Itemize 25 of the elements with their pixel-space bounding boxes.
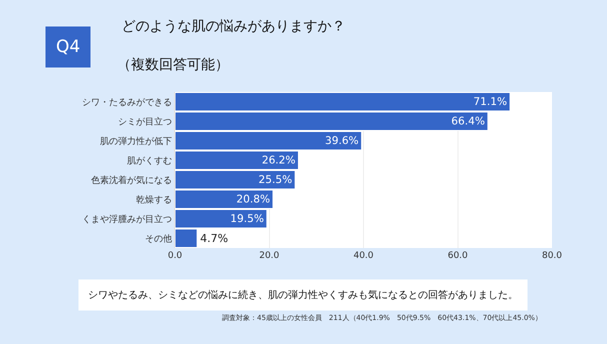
x-tick-label: 0.0 — [168, 251, 182, 261]
data-label: 20.8% — [236, 194, 270, 206]
x-tick-label: 80.0 — [542, 251, 562, 261]
chart-subtitle: （複数回答可能） — [117, 57, 229, 73]
y-tick-label: シミが目立つ — [118, 116, 172, 128]
y-tick-label: 肌の弾力性が低下 — [100, 136, 172, 147]
y-tick-label: 色素沈着が気になる — [91, 174, 172, 186]
data-label: 66.4% — [451, 116, 485, 128]
y-tick-label: 乾燥する — [136, 194, 172, 206]
chart-title: どのような肌の悩みがありますか？ — [121, 18, 346, 35]
text: Q4 — [56, 37, 80, 57]
data-label: 4.7% — [200, 232, 228, 245]
y-tick-label: シワ・たるみができる — [82, 98, 172, 108]
y-tick-label: その他 — [145, 233, 172, 244]
x-tick-label: 20.0 — [259, 251, 280, 261]
y-tick-label: 肌がくすむ — [127, 156, 172, 166]
text: シワやたるみ、シミなどの悩みに続き、肌の弾力性やくすみも気になるとの回答がありました。 — [88, 289, 518, 301]
data-label: 19.5% — [230, 213, 264, 226]
y-tick-label: くまや浮腫みが目立つ — [82, 214, 172, 225]
x-tick-label: 40.0 — [353, 251, 374, 261]
data-label: 25.5% — [258, 174, 292, 186]
data-label: 26.2% — [262, 154, 296, 167]
x-tick-label: 60.0 — [448, 251, 468, 261]
data-label: 39.6% — [324, 135, 359, 148]
data-label: 71.1% — [473, 96, 508, 108]
